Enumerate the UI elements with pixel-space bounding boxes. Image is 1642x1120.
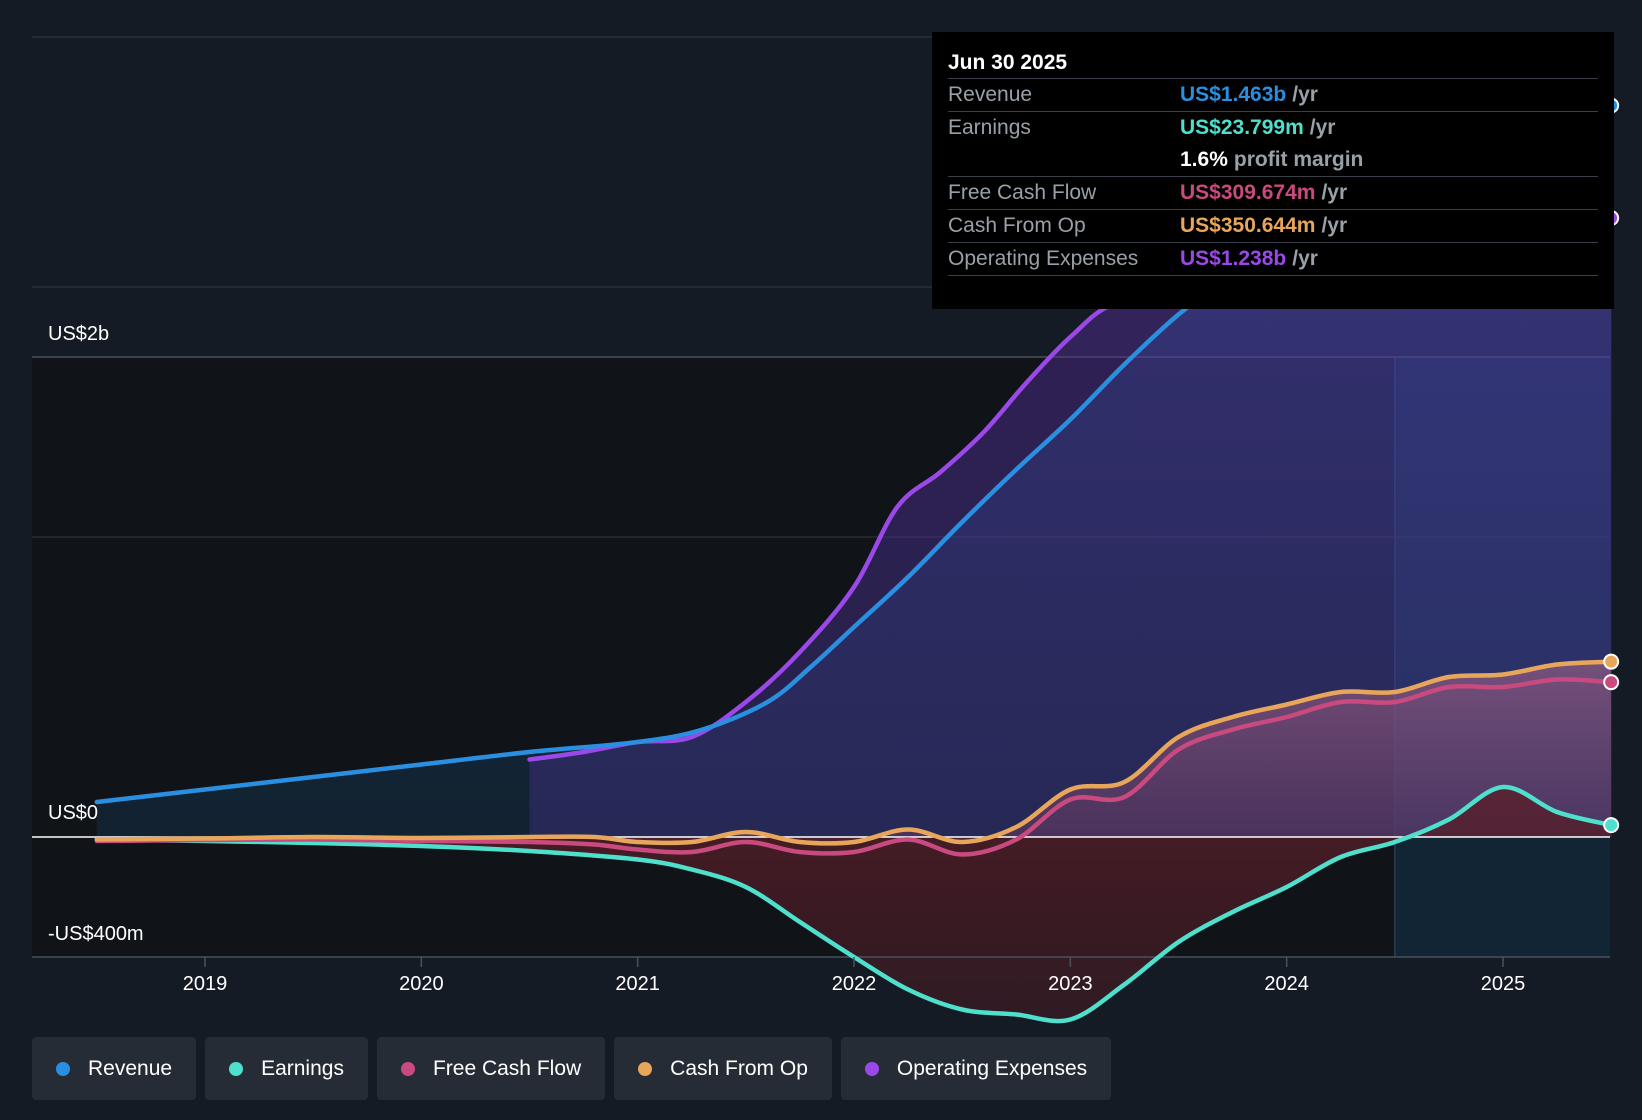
legend-label-earnings: Earnings: [261, 1056, 344, 1080]
end-point-earnings[interactable]: [1603, 817, 1620, 834]
x-tick-label-2022: 2022: [832, 973, 877, 995]
tooltip-value-margin: 1.6%: [1180, 148, 1228, 171]
tooltip-unit-revenue: /yr: [1292, 83, 1318, 106]
tooltip-row-revenue: Revenue US$1.463b /yr: [948, 79, 1598, 112]
area-cash-from-op: [96, 661, 1612, 844]
x-tick-label-2019: 2019: [183, 973, 228, 995]
end-point-cash-from-op[interactable]: [1603, 653, 1620, 670]
tooltip-unit-fcf: /yr: [1321, 181, 1348, 204]
tooltip-value-earnings: US$23.799m: [1180, 116, 1304, 139]
x-tick-label-2024: 2024: [1264, 973, 1309, 995]
legend-item-operating-expenses[interactable]: Operating Expenses: [840, 1037, 1112, 1100]
tooltip-row-margin: 1.6% profit margin: [948, 144, 1598, 177]
tooltip-label-revenue: Revenue: [948, 83, 1033, 106]
tooltip-value-cfo: US$350.644m: [1180, 214, 1316, 237]
tooltip-text-margin: profit margin: [1233, 148, 1364, 171]
tooltip-date: Jun 30 2025: [948, 48, 1598, 79]
area-operating-expenses: [529, 218, 1612, 837]
legend-item-free-cash-flow[interactable]: Free Cash Flow: [376, 1037, 606, 1100]
tooltip-value-opex: US$1.238b: [1180, 247, 1287, 270]
y-label-bottom: -US$400m: [48, 923, 144, 945]
free-cash-flow-dot-icon: [400, 1061, 415, 1076]
series-line-cash-from-op: [94, 659, 1614, 846]
legend-label-operating-expenses: Operating Expenses: [896, 1056, 1088, 1080]
earnings-dot-icon: [229, 1061, 244, 1076]
legend-item-cash-from-op[interactable]: Cash From Op: [614, 1037, 832, 1100]
tooltip-label-opex: Operating Expenses: [948, 247, 1139, 270]
tooltip-label-cfo: Cash From Op: [948, 214, 1086, 237]
legend: Revenue Earnings Free Cash Flow Cash Fro…: [32, 1037, 1112, 1100]
tooltip-unit-cfo: /yr: [1321, 214, 1348, 237]
legend-item-earnings[interactable]: Earnings: [205, 1037, 368, 1100]
legend-label-cash-from-op: Cash From Op: [670, 1056, 808, 1080]
x-tick-label-2025: 2025: [1481, 973, 1526, 995]
series-line-free-cash-flow: [94, 677, 1614, 857]
tooltip-unit-earnings: /yr: [1309, 116, 1336, 139]
revenue-dot-icon: [56, 1061, 70, 1076]
cash-from-op-dot-icon: [638, 1061, 653, 1076]
tooltip-value-revenue: US$1.463b: [1180, 83, 1287, 106]
tooltip-label-fcf: Free Cash Flow: [948, 181, 1097, 204]
y-label-zero: US$0: [48, 802, 98, 824]
legend-label-free-cash-flow: Free Cash Flow: [432, 1056, 582, 1080]
operating-expenses-dot-icon: [864, 1061, 879, 1076]
legend-label-revenue: Revenue: [88, 1056, 173, 1080]
tooltip-row-earnings: Earnings US$23.799m /yr: [948, 112, 1598, 144]
x-tick-label-2023: 2023: [1048, 973, 1093, 995]
tooltip-row-opex: Operating Expenses US$1.238b /yr: [948, 243, 1598, 276]
series-line-earnings: [94, 784, 1614, 1024]
tooltip-row-fcf: Free Cash Flow US$309.674m /yr: [948, 177, 1598, 210]
y-label-top: US$2b: [48, 323, 109, 345]
end-point-free-cash-flow[interactable]: [1603, 674, 1620, 691]
tooltip-row-cfo: Cash From Op US$350.644m /yr: [948, 210, 1598, 243]
legend-item-revenue[interactable]: Revenue: [32, 1037, 197, 1100]
area-earnings: [96, 786, 1612, 1022]
data-tooltip: Jun 30 2025 Revenue US$1.463b /yr Earnin…: [932, 32, 1614, 309]
tooltip-value-fcf: US$309.674m: [1180, 181, 1316, 204]
x-tick-label-2021: 2021: [615, 973, 660, 995]
x-tick-label-2020: 2020: [399, 973, 444, 995]
tooltip-unit-opex: /yr: [1292, 247, 1318, 270]
tooltip-label-margin-spacer: [948, 144, 1180, 176]
tooltip-label-earnings: Earnings: [948, 116, 1031, 139]
